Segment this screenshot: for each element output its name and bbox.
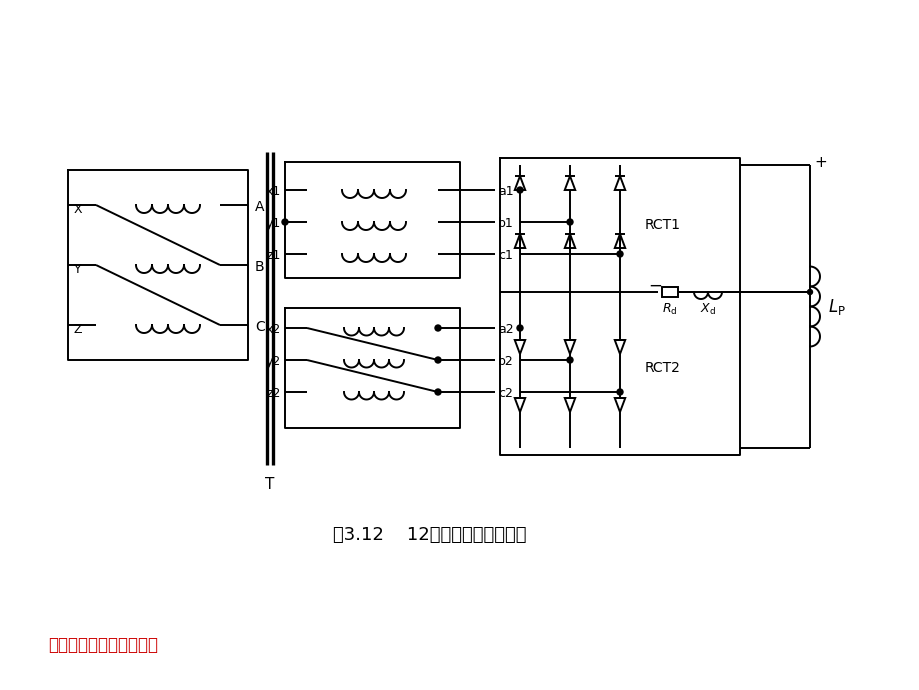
Text: a1: a1 <box>497 184 513 197</box>
Text: x2: x2 <box>266 322 280 335</box>
Circle shape <box>807 290 811 295</box>
Circle shape <box>516 325 522 331</box>
Text: b1: b1 <box>497 217 513 230</box>
Text: x1: x1 <box>266 184 280 197</box>
Text: $R_{\rm d}$: $R_{\rm d}$ <box>662 302 677 317</box>
Circle shape <box>435 357 440 363</box>
Text: 图3.12    12脉波整流机组电路图: 图3.12 12脉波整流机组电路图 <box>333 526 527 544</box>
Text: $X_{\rm d}$: $X_{\rm d}$ <box>699 302 715 317</box>
Circle shape <box>617 251 622 257</box>
Text: z2: z2 <box>267 386 280 400</box>
Text: A: A <box>255 200 265 214</box>
Text: Y: Y <box>74 262 82 275</box>
Circle shape <box>566 357 573 363</box>
Text: +: + <box>813 155 826 170</box>
Text: b2: b2 <box>497 355 513 368</box>
Circle shape <box>435 325 440 331</box>
Text: −: − <box>647 277 661 295</box>
Text: a2: a2 <box>497 322 513 335</box>
Text: RCT2: RCT2 <box>644 361 680 375</box>
Text: Z: Z <box>74 322 82 335</box>
Text: T: T <box>265 477 275 492</box>
Circle shape <box>435 389 440 395</box>
Text: B: B <box>255 260 265 274</box>
Text: C: C <box>255 320 265 334</box>
Circle shape <box>516 187 522 193</box>
Text: 轨道交通牵引供变电技术: 轨道交通牵引供变电技术 <box>48 636 158 654</box>
Circle shape <box>282 219 288 225</box>
Text: z1: z1 <box>267 248 280 262</box>
Text: c1: c1 <box>497 248 512 262</box>
Text: $L_{\rm P}$: $L_{\rm P}$ <box>827 297 845 317</box>
Text: y2: y2 <box>266 355 280 368</box>
Text: y1: y1 <box>266 217 280 230</box>
Circle shape <box>566 219 573 225</box>
Text: c2: c2 <box>497 386 512 400</box>
Text: RCT1: RCT1 <box>644 218 680 232</box>
Bar <box>662 287 677 297</box>
Text: X: X <box>74 202 82 215</box>
Circle shape <box>617 389 622 395</box>
